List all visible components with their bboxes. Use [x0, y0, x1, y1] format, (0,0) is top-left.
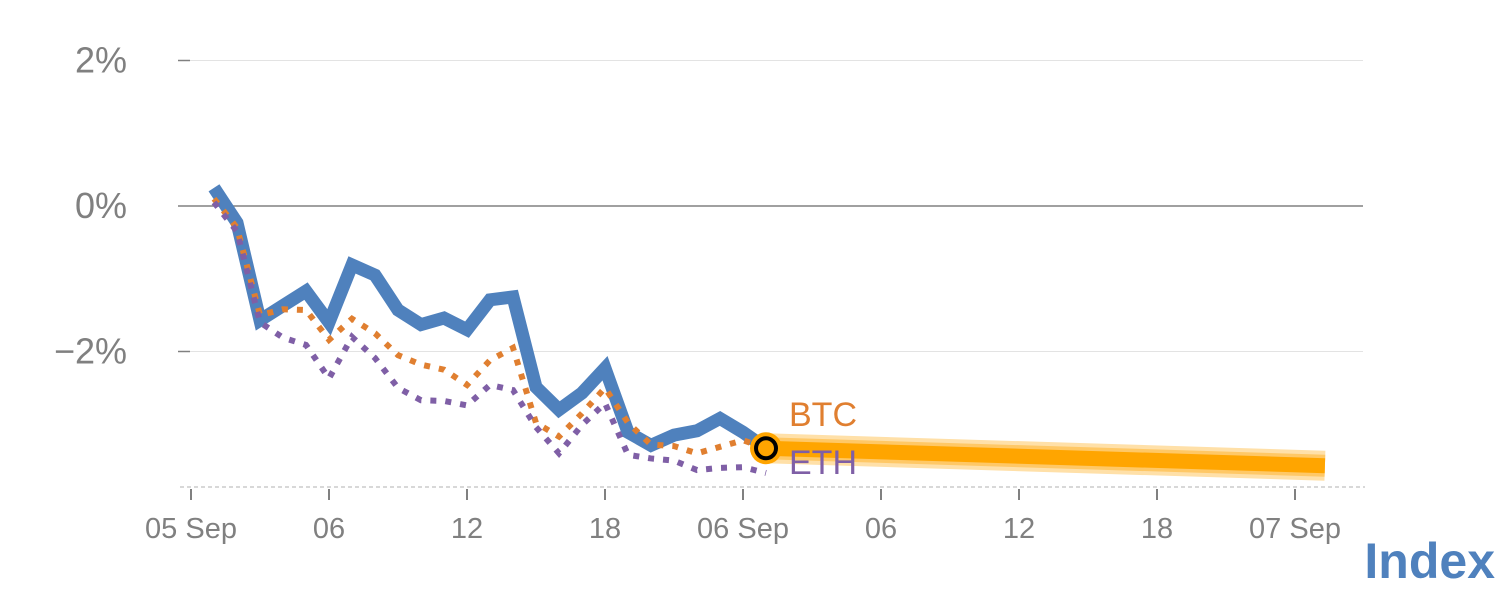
series-index: [208, 184, 770, 454]
current-marker: [750, 432, 782, 465]
chart-title: Index: [1364, 533, 1495, 589]
x-tick-label: 18: [589, 513, 621, 545]
x-tick-label: 07 Sep: [1249, 513, 1341, 545]
gridlines: [190, 60, 1363, 352]
x-axis: 05 Sep 06 12 18 06 Sep 06 12 18 07 Sep: [145, 486, 1365, 545]
x-tick-label: 05 Sep: [145, 513, 237, 545]
x-tick-label: 12: [1003, 513, 1035, 545]
y-tick-label: 0%: [75, 185, 127, 226]
y-tick-label: −2%: [54, 331, 127, 372]
forecast-band: [765, 433, 1326, 481]
series-btc: [211, 196, 767, 457]
marker-inner: [754, 436, 778, 461]
label-btc: BTC: [789, 396, 857, 434]
x-tick-label: 06: [865, 513, 897, 545]
x-tick-label: 18: [1141, 513, 1173, 545]
series-lines: [208, 184, 770, 476]
forecast-line: [765, 440, 1326, 474]
y-axis: 2% 0% −2%: [54, 40, 190, 372]
label-eth: ETH: [789, 444, 857, 482]
series-eth: [211, 200, 767, 476]
y-tick-label: 2%: [75, 40, 127, 81]
x-tick-label: 06: [313, 513, 345, 545]
x-tick-label: 06 Sep: [697, 513, 789, 545]
x-tick-label: 12: [451, 513, 483, 545]
